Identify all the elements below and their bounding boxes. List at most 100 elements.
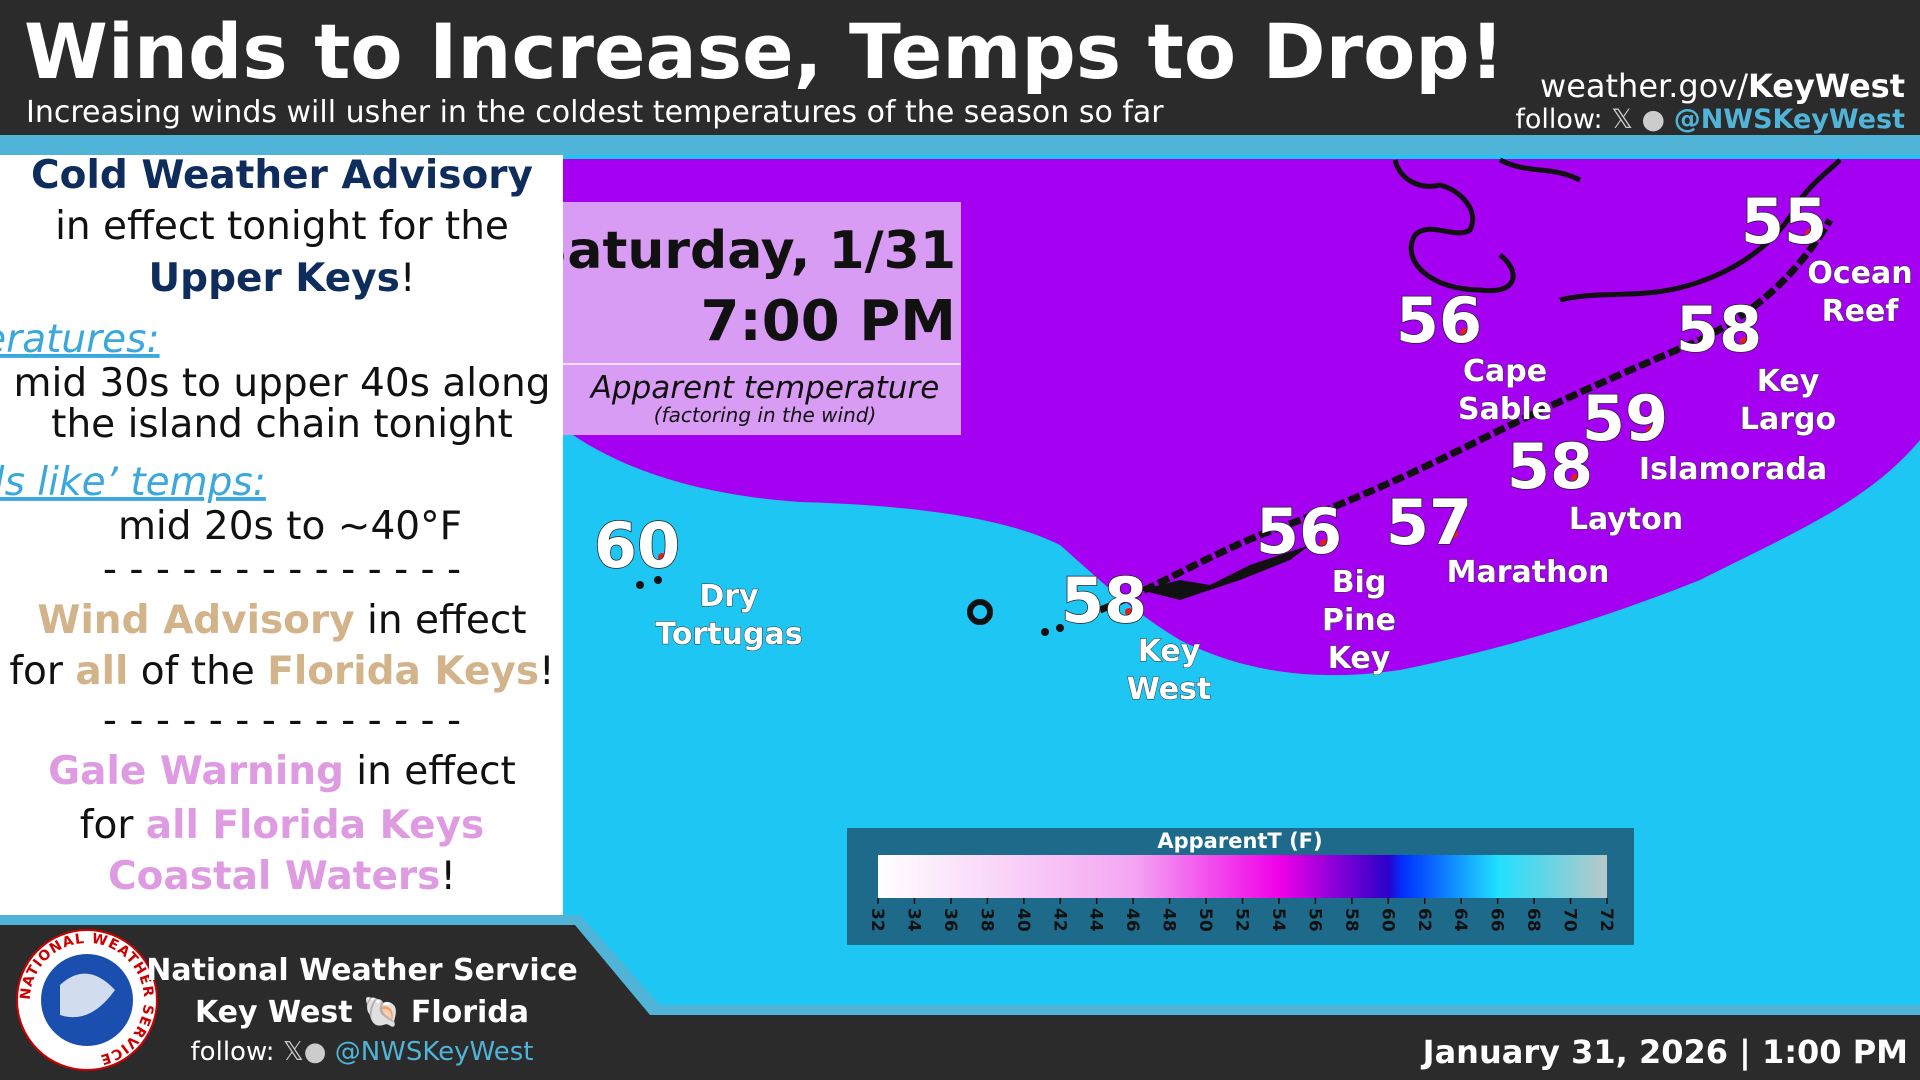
caption-note: (factoring in the wind) [654,403,877,427]
sidebar-line: mid 30s to upper 40s along [14,361,551,406]
station-dot [1646,426,1654,434]
follow: follow: 𝕏 ● @NWSKeyWest [1515,104,1905,135]
legend-tick-label: 36 [940,908,960,932]
state: Florida [411,995,529,1030]
legend-tick-label: 52 [1232,908,1252,932]
station-dot [1125,608,1133,616]
station-temp: 56 [1396,284,1482,357]
logo-cloud [60,973,115,1018]
handle: @NWSKeyWest [1674,104,1905,135]
date: Saturday, 1/31 [530,221,956,281]
sidebar-segment: for [9,649,75,694]
footer-follow: follow: 𝕏● @NWSKeyWest [191,1037,534,1067]
time: 7:00 PM [700,289,956,354]
station-name: Islamorada [1639,452,1827,487]
sidebar-line: Temperatures: [0,317,160,362]
sidebar-segment: Wind Advisory [37,598,354,643]
sidebar-line: mid 20s to ~40°F [118,504,462,549]
sidebar-line: for all of the Florida Keys! [9,649,554,694]
sidebar-segment: - - - - - - - - - - - - - - [103,698,461,743]
station-name: Key [1328,641,1391,676]
station-dot [1740,337,1748,345]
station-name: Key [1757,364,1820,399]
sidebar-line: for all Florida Keys [80,803,485,848]
sidebar-line: Upper Keys! [148,256,415,301]
website-office: KeyWest [1748,67,1905,105]
sidebar: Cold Weather Advisory in effect tonight f… [0,153,555,899]
keys-chain [1098,218,1834,614]
legend-tick-label: 58 [1341,908,1361,932]
location: Key West 🐚 Florida [195,995,529,1030]
sidebar-segment: mid 30s to upper 40s along [14,361,551,406]
legend-tick-label: 70 [1560,908,1580,932]
sidebar-segment: of the [128,649,267,694]
sidebar-segment: ! [440,854,456,899]
sidebar-segment: ! [400,256,416,301]
sidebar-line: Wind Advisory in effect [37,598,526,643]
city: Key West [195,995,353,1030]
station-name: Sable [1458,392,1552,427]
legend-tick-label: 72 [1596,908,1616,932]
station-name: Pine [1322,603,1396,638]
coastline [1392,157,1842,303]
sidebar-line: the island chain tonight [51,402,513,447]
station-dot [1450,530,1458,538]
legend-tick-label: 44 [1086,908,1106,932]
footer-handle: @NWSKeyWest [335,1037,534,1067]
legend-ticks: 32 34 36 38 40 42 44 46 48 50 52 54 56 58 60 62 64 66 68 70… [867,898,1616,932]
legend-tick-label: 42 [1049,908,1069,932]
website-domain: weather.gov/ [1540,67,1748,105]
legend-tick-label: 32 [867,908,887,932]
legend-tick-label: 60 [1377,908,1397,932]
sidebar-line: Gale Warning in effect [48,749,516,794]
sidebar-segment: Cold Weather Advisory [31,153,533,198]
sidebar-segment: Temperatures: [0,317,160,362]
sidebar-segment: for [80,803,146,848]
sidebar-segment: Upper Keys [148,256,399,301]
header-bg [0,0,1920,135]
sidebar-segment: Coastal Waters [108,854,440,899]
issued: January 31, 2026 | 1:00 PM [1421,1033,1908,1072]
sidebar-line: in effect tonight for the [55,204,509,249]
sidebar-bg [0,155,563,915]
time-box [563,202,961,435]
sidebar-segment: ! [539,649,555,694]
station-temp: 58 [1507,430,1593,503]
legend-tick-label: 66 [1487,908,1507,932]
legend-tick-label: 56 [1304,908,1324,932]
legend-tick-label: 48 [1159,908,1179,932]
website: weather.gov/KeyWest [1540,67,1905,105]
caption: Apparent temperature [589,370,940,406]
sidebar-segment: the island chain tonight [51,402,513,447]
title: Winds to Increase, Temps to Drop! [24,7,1504,96]
legend-title: ApparentT (F) [1157,829,1322,853]
sidebar-line: Cold Weather Advisory [31,153,533,198]
footer-follow-label: follow: [191,1037,275,1067]
org: National Weather Service [146,953,578,988]
station-name: Marathon [1447,555,1610,590]
subtitle: Increasing winds will usher in the colde… [26,95,1164,130]
colorbar [878,855,1607,898]
station-name: Dry [699,579,759,614]
island [654,576,662,584]
island [1041,628,1049,636]
legend-tick-label: 62 [1414,908,1434,932]
sidebar-segment: Florida Keys [267,649,539,694]
island [636,581,644,589]
sidebar-segment: in effect [355,598,527,643]
island [967,599,993,625]
legend-tick-label: 46 [1122,908,1142,932]
lower-keys [1140,545,1310,600]
station-name: Reef [1822,294,1900,329]
station-dot [1805,229,1813,237]
station-name: Largo [1740,402,1836,437]
sidebar-line: Coastal Waters! [108,854,456,899]
legend-tick-label: 54 [1268,908,1288,932]
sidebar-segment: Gale Warning [48,749,344,794]
station-name: Key [1138,634,1201,669]
station-name: Layton [1569,502,1683,537]
sidebar-segment: in effect [344,749,516,794]
